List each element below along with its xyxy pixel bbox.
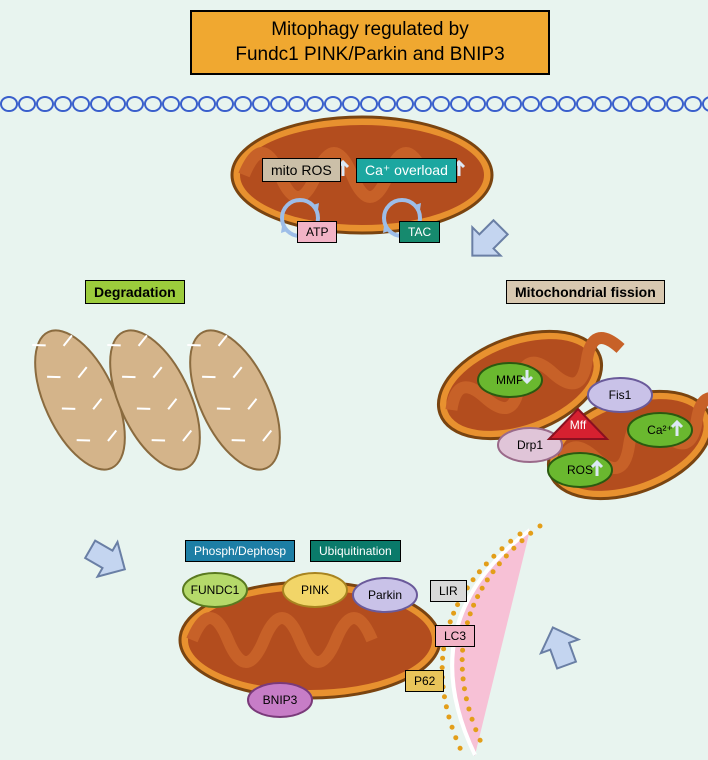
label-phosph: Phosph/Dephosp (185, 540, 295, 562)
label-ubiq: Ubiquitination (310, 540, 401, 562)
svg-text:FUNDC1: FUNDC1 (191, 583, 240, 597)
svg-text:PINK: PINK (301, 583, 329, 597)
label-lc3: LC3 (435, 625, 475, 647)
svg-text:Parkin: Parkin (368, 588, 402, 602)
protein-pink: PINK (280, 570, 350, 610)
diagram-canvas: Mitophagy regulated byFundc1 PINK/Parkin… (0, 0, 708, 760)
label-mito_ros: mito ROS (262, 158, 341, 182)
label-atp: ATP (297, 221, 337, 243)
svg-text:Ca²⁺: Ca²⁺ (647, 423, 673, 437)
label-tac: TAC (399, 221, 440, 243)
label-lir: LIR (430, 580, 467, 602)
title-box: Mitophagy regulated byFundc1 PINK/Parkin… (190, 10, 550, 75)
arrow-top-to-fission (455, 210, 525, 280)
svg-text:BNIP3: BNIP3 (263, 693, 298, 707)
svg-text:Drp1: Drp1 (517, 438, 543, 452)
protein-mmp: MMP (475, 360, 545, 400)
arrow-bottom-to-degrade (75, 520, 145, 590)
indicator-arrow (590, 458, 604, 478)
protein-fundc1: FUNDC1 (180, 570, 250, 610)
label-ca_overload: Ca⁺ overload (356, 158, 457, 183)
degraded-mito-2 (175, 300, 295, 500)
arrow-fission-to-bottom (520, 613, 590, 683)
protein-parkin: Parkin (350, 575, 420, 615)
label-fission: Mitochondrial fission (506, 280, 665, 304)
indicator-arrow (670, 418, 684, 438)
svg-text:Mff: Mff (570, 418, 587, 432)
protein-ca2: Ca²⁺ (625, 410, 695, 450)
protein-bnip3: BNIP3 (245, 680, 315, 720)
indicator-arrow (520, 368, 534, 388)
label-p62: P62 (405, 670, 444, 692)
label-degradation: Degradation (85, 280, 185, 304)
svg-text:Fis1: Fis1 (609, 388, 632, 402)
protein-mff: Mff (543, 405, 613, 445)
